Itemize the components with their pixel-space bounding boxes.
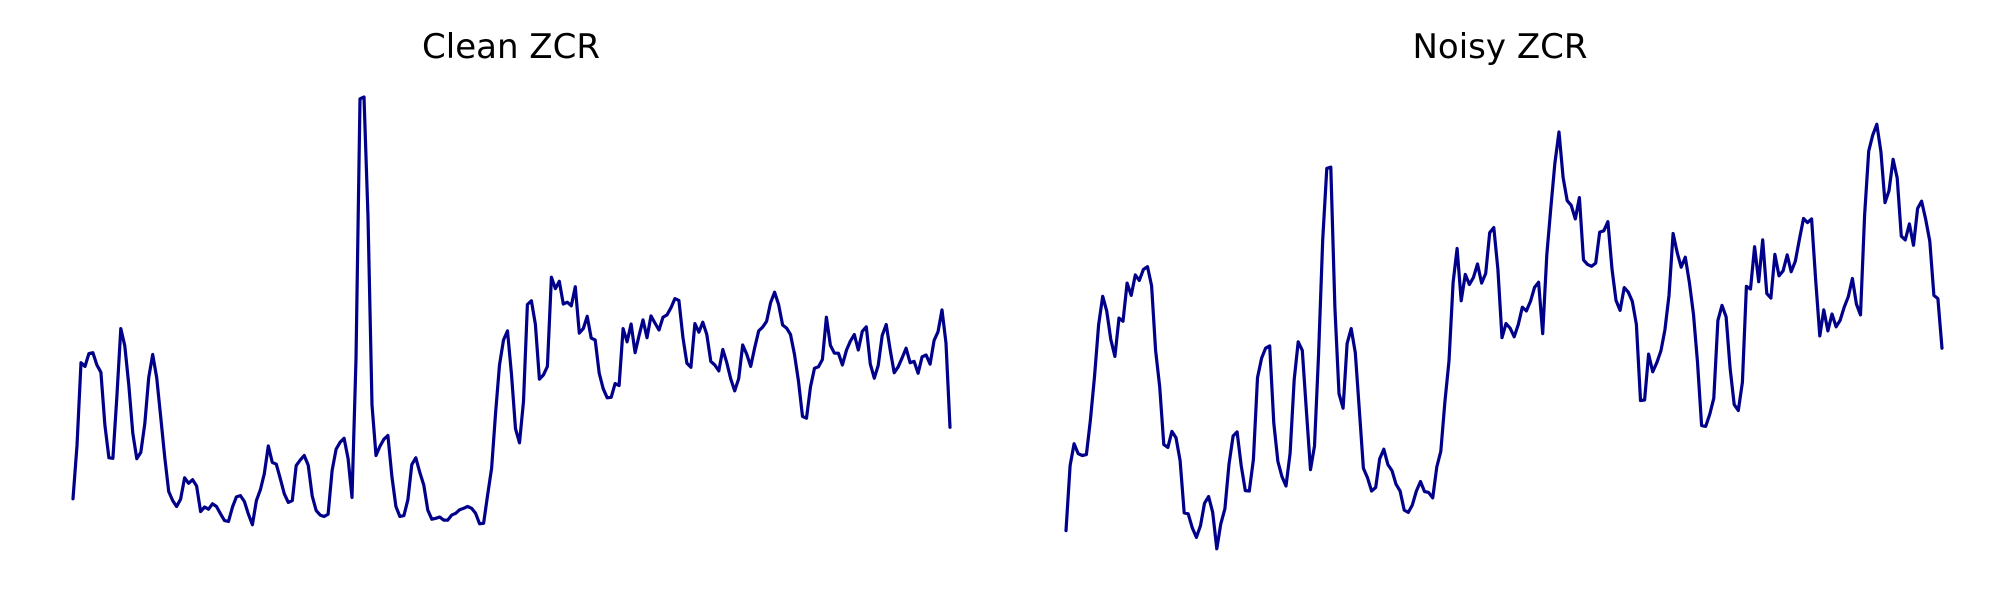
noisy-zcr-chart: Noisy ZCR — [1064, 27, 1944, 551]
noisy-zcr-line — [1064, 122, 1944, 551]
clean-zcr-title: Clean ZCR — [422, 27, 600, 67]
clean-zcr-chart: Clean ZCR — [71, 27, 952, 527]
noisy-zcr-title: Noisy ZCR — [1413, 27, 1588, 67]
clean-zcr-line — [71, 95, 952, 527]
